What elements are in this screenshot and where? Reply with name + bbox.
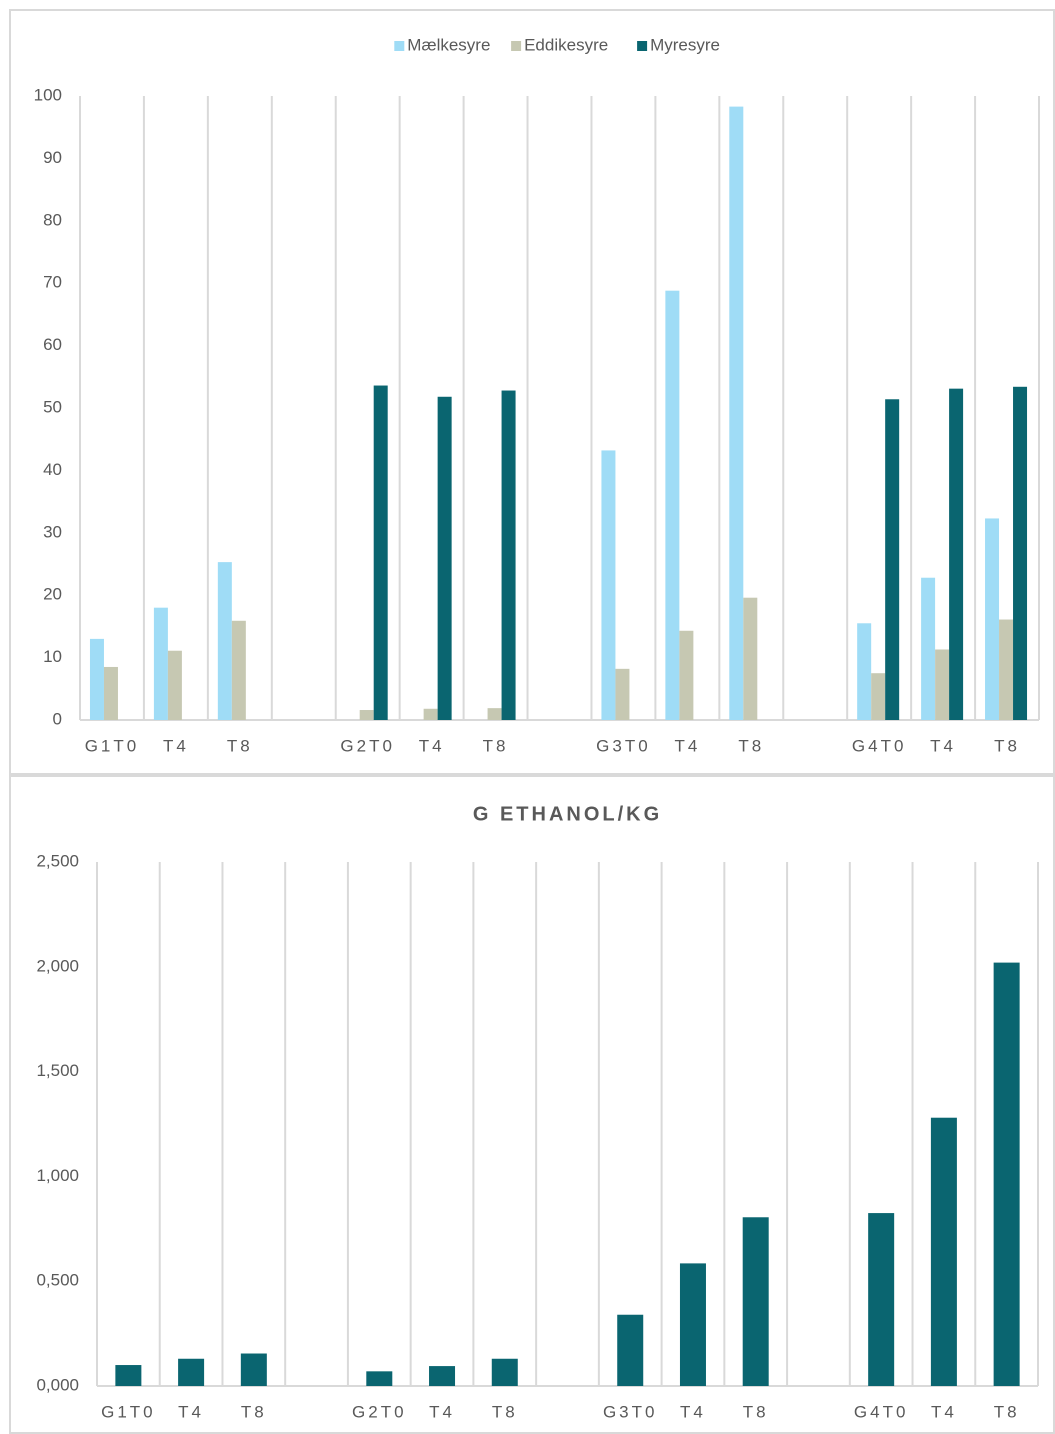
- y-tick-label: 0: [53, 709, 62, 728]
- bar: [501, 390, 516, 720]
- x-tick-label: G4T0: [854, 1402, 909, 1421]
- x-tick-label: G3T0: [596, 736, 651, 755]
- y-tick-label: 0,500: [36, 1271, 79, 1290]
- x-tick-label: G1T0: [101, 1402, 156, 1421]
- bar: [89, 638, 104, 720]
- x-tick-label: T4: [930, 736, 956, 755]
- bar: [868, 1213, 895, 1386]
- x-tick-label: T8: [241, 1402, 267, 1421]
- y-tick-label: 60: [43, 335, 62, 354]
- bar: [615, 668, 630, 720]
- bar: [617, 1314, 644, 1386]
- bar: [999, 619, 1014, 720]
- bar: [729, 106, 744, 720]
- bar: [949, 388, 964, 720]
- bar: [679, 1263, 706, 1386]
- bar: [217, 562, 232, 720]
- x-tick-label: G2T0: [340, 736, 395, 755]
- y-tick-label: 80: [43, 210, 62, 229]
- legend-label: Mælkesyre: [407, 35, 490, 54]
- y-tick-label: 30: [43, 522, 62, 541]
- legend-swatch: [511, 41, 522, 51]
- legend-swatch: [637, 41, 648, 51]
- bar: [742, 1217, 769, 1386]
- bar: [359, 710, 374, 720]
- bar: [373, 385, 388, 720]
- bar: [240, 1353, 267, 1386]
- bar: [167, 650, 182, 720]
- x-tick-label: G4T0: [852, 736, 907, 755]
- x-tick-label: T8: [492, 1402, 518, 1421]
- y-tick-label: 0,000: [36, 1375, 79, 1394]
- x-tick-label: G1T0: [85, 736, 140, 755]
- bar: [491, 1358, 518, 1386]
- x-tick-label: T8: [483, 736, 509, 755]
- bar: [930, 1117, 957, 1386]
- bar: [679, 630, 694, 720]
- bar: [985, 518, 1000, 720]
- y-tick-label: 1,500: [36, 1061, 79, 1080]
- x-tick-label: T8: [994, 736, 1020, 755]
- x-tick-label: T8: [738, 736, 764, 755]
- x-tick-label: G2T0: [352, 1402, 407, 1421]
- bar: [487, 708, 502, 720]
- x-tick-label: T8: [743, 1402, 769, 1421]
- bar: [1013, 386, 1028, 720]
- bar: [993, 962, 1020, 1386]
- x-tick-label: T8: [994, 1402, 1020, 1421]
- bar: [871, 673, 886, 720]
- bar: [178, 1358, 205, 1386]
- y-tick-label: 2,000: [36, 956, 79, 975]
- x-tick-label: T4: [674, 736, 700, 755]
- x-tick-label: T4: [178, 1402, 204, 1421]
- y-tick-label: 1,000: [36, 1166, 79, 1185]
- bar: [423, 708, 438, 720]
- bar: [885, 399, 900, 720]
- bar: [935, 649, 950, 720]
- y-tick-label: 90: [43, 148, 62, 167]
- y-tick-label: 50: [43, 397, 62, 416]
- x-tick-label: T4: [931, 1402, 957, 1421]
- y-tick-label: 100: [34, 85, 62, 104]
- bar: [153, 607, 168, 720]
- bar: [857, 623, 872, 720]
- y-tick-label: 70: [43, 273, 62, 292]
- frame: [9, 9, 1055, 1434]
- bar: [115, 1365, 142, 1386]
- chart-title: G ETHANOL/KG: [473, 803, 662, 825]
- bar: [231, 620, 246, 720]
- bar: [665, 290, 680, 720]
- bar: [921, 577, 936, 720]
- legend-label: Eddikesyre: [524, 35, 608, 54]
- legend-swatch: [394, 41, 405, 51]
- legend-label: Myresyre: [650, 35, 720, 54]
- bar: [743, 597, 758, 720]
- y-tick-label: 40: [43, 460, 62, 479]
- x-tick-label: G3T0: [603, 1402, 658, 1421]
- x-tick-label: T4: [163, 736, 189, 755]
- bar: [429, 1366, 456, 1386]
- x-tick-label: T4: [429, 1402, 455, 1421]
- x-tick-label: T4: [419, 736, 445, 755]
- bar: [103, 666, 118, 720]
- bar: [601, 450, 616, 720]
- bar: [366, 1371, 393, 1386]
- y-tick-label: 10: [43, 647, 62, 666]
- y-tick-label: 20: [43, 585, 62, 604]
- x-tick-label: T4: [680, 1402, 706, 1421]
- bar: [437, 396, 452, 720]
- y-tick-label: 2,500: [36, 851, 79, 870]
- x-tick-label: T8: [227, 736, 253, 755]
